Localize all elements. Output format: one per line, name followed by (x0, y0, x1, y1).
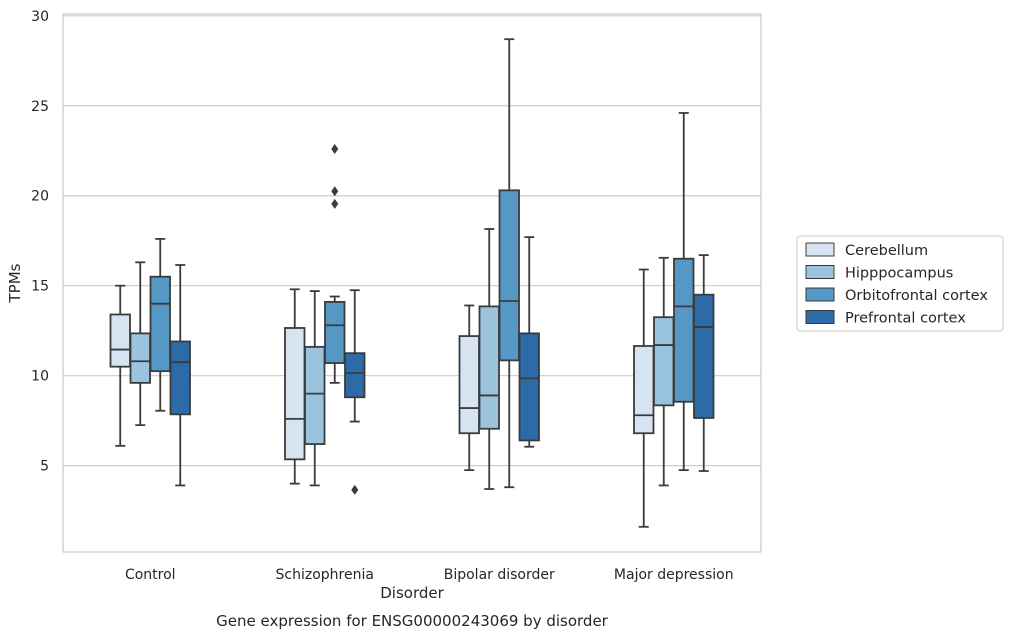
box-cerebellum (109, 284, 131, 447)
legend-swatch (805, 287, 835, 302)
box-orbitofrontal-cortex (498, 38, 520, 489)
y-tick-label: 5 (40, 459, 49, 475)
legend-label: Hipppocampus (845, 266, 953, 282)
box-body (653, 316, 675, 407)
x-axis-title: Disorder (380, 584, 444, 602)
box-prefrontal-cortex (344, 289, 366, 495)
box-prefrontal-cortex (693, 254, 715, 472)
box-orbitofrontal-cortex (149, 238, 171, 412)
plot-frame (62, 13, 762, 553)
box-cerebellum (458, 304, 480, 472)
box-prefrontal-cortex (518, 236, 540, 448)
x-tick-label: Schizophrenia (276, 567, 374, 583)
outlier-point (331, 198, 339, 209)
legend-swatch (805, 265, 835, 279)
box-body (673, 257, 695, 403)
box-body (304, 345, 326, 445)
x-axis-ticks: Control Schizophrenia Bipolar disorder Majo… (125, 567, 734, 583)
x-tick-label: Major depression (614, 567, 734, 583)
y-tick-label: 25 (31, 99, 49, 115)
legend-label: Prefrontal cortex (845, 311, 966, 327)
box-body (109, 313, 131, 368)
y-tick-label: 20 (31, 189, 49, 205)
legend-frame (796, 235, 1004, 332)
legend-item: Hipppocampus (805, 265, 953, 282)
legend-swatch (805, 310, 835, 324)
outlier-point (331, 143, 339, 154)
legend: Cerebellum Hipppocampus Orbitofrontal cort… (796, 235, 1004, 332)
figure-caption: Gene expression for ENSG00000243069 by d… (216, 612, 609, 630)
box-body (693, 293, 715, 419)
y-tick-label: 30 (31, 9, 49, 25)
box-hipppocampus (129, 261, 151, 427)
box-body (478, 305, 500, 430)
box-body (149, 275, 171, 373)
boxes (109, 38, 715, 528)
outlier-point (351, 484, 359, 495)
box-body (129, 332, 151, 384)
legend-label: Cerebellum (845, 243, 928, 259)
box-hipppocampus (304, 290, 326, 487)
x-tick-label: Bipolar disorder (444, 567, 555, 583)
box-body (518, 332, 540, 442)
box-body (324, 300, 346, 364)
outlier-point (331, 186, 339, 197)
x-tick-label: Control (125, 567, 176, 583)
legend-item: Prefrontal cortex (805, 310, 966, 327)
y-tick-label: 15 (31, 279, 49, 295)
y-tick-label: 10 (31, 369, 49, 385)
box-hipppocampus (478, 228, 500, 490)
box-body (498, 189, 520, 362)
box-orbitofrontal-cortex (324, 143, 346, 384)
box-body (633, 345, 655, 435)
legend-item: Cerebellum (805, 242, 928, 259)
box-body (344, 352, 366, 399)
box-body (458, 335, 480, 435)
box-body (169, 340, 191, 416)
box-prefrontal-cortex (169, 264, 191, 487)
legend-label: Orbitofrontal cortex (845, 288, 988, 304)
legend-item: Orbitofrontal cortex (805, 287, 988, 304)
y-axis-ticks: 5 10 15 20 25 30 (31, 9, 49, 475)
box-body (284, 327, 306, 461)
y-axis-title: TPMs (6, 263, 24, 303)
legend-swatch (805, 242, 835, 257)
